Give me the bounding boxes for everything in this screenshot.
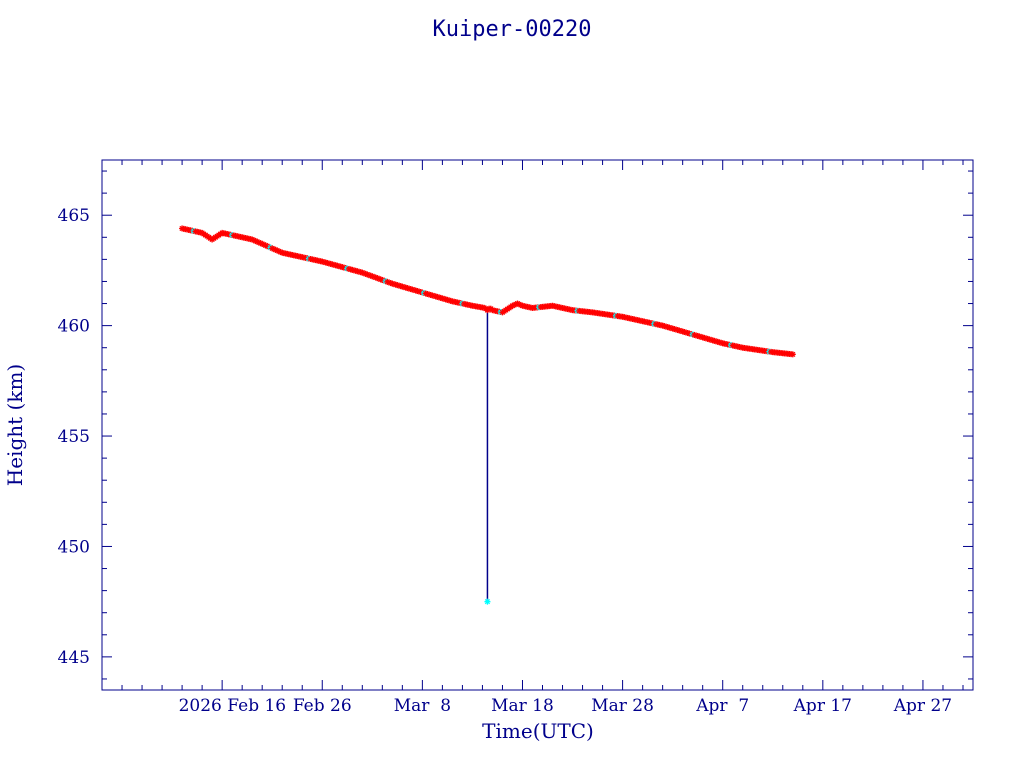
- x-axis-label: Time(UTC): [482, 719, 594, 743]
- y-tick-label: 450: [58, 537, 90, 557]
- x-axis-ticks: 2026 Feb 16 Feb 26 Mar 8 Mar 18 Mar 28 Apr 7 A…: [121, 160, 964, 716]
- x-tick-label: Apr 17: [793, 696, 852, 716]
- y-axis-ticks: 445 450 455 460 465: [58, 170, 973, 680]
- x-tick-label: Mar 18: [491, 696, 554, 716]
- star-stroke: [790, 351, 796, 357]
- x-tick-label: Apr 7: [695, 696, 749, 716]
- series-line: [181, 227, 793, 602]
- y-tick-label: 465: [58, 206, 90, 226]
- x-tick-label: Apr 27: [893, 696, 952, 716]
- chart-title: Kuiper-00220: [433, 17, 592, 42]
- data-point: [789, 351, 796, 358]
- star-stroke: [484, 599, 491, 605]
- x-tick-label: Feb 26: [293, 696, 352, 716]
- x-tick-label: Mar 8: [394, 696, 451, 716]
- x-tick-label: Mar 28: [591, 696, 654, 716]
- outlier-point: [484, 598, 491, 605]
- y-tick-label: 460: [58, 317, 90, 337]
- data-points: [179, 225, 796, 605]
- y-tick-label: 445: [58, 648, 90, 668]
- x-tick-label: 2026 Feb 16: [179, 696, 287, 716]
- y-axis-label: Height (km): [3, 364, 27, 486]
- plot-frame: [101, 159, 974, 691]
- y-tick-label: 455: [58, 427, 90, 447]
